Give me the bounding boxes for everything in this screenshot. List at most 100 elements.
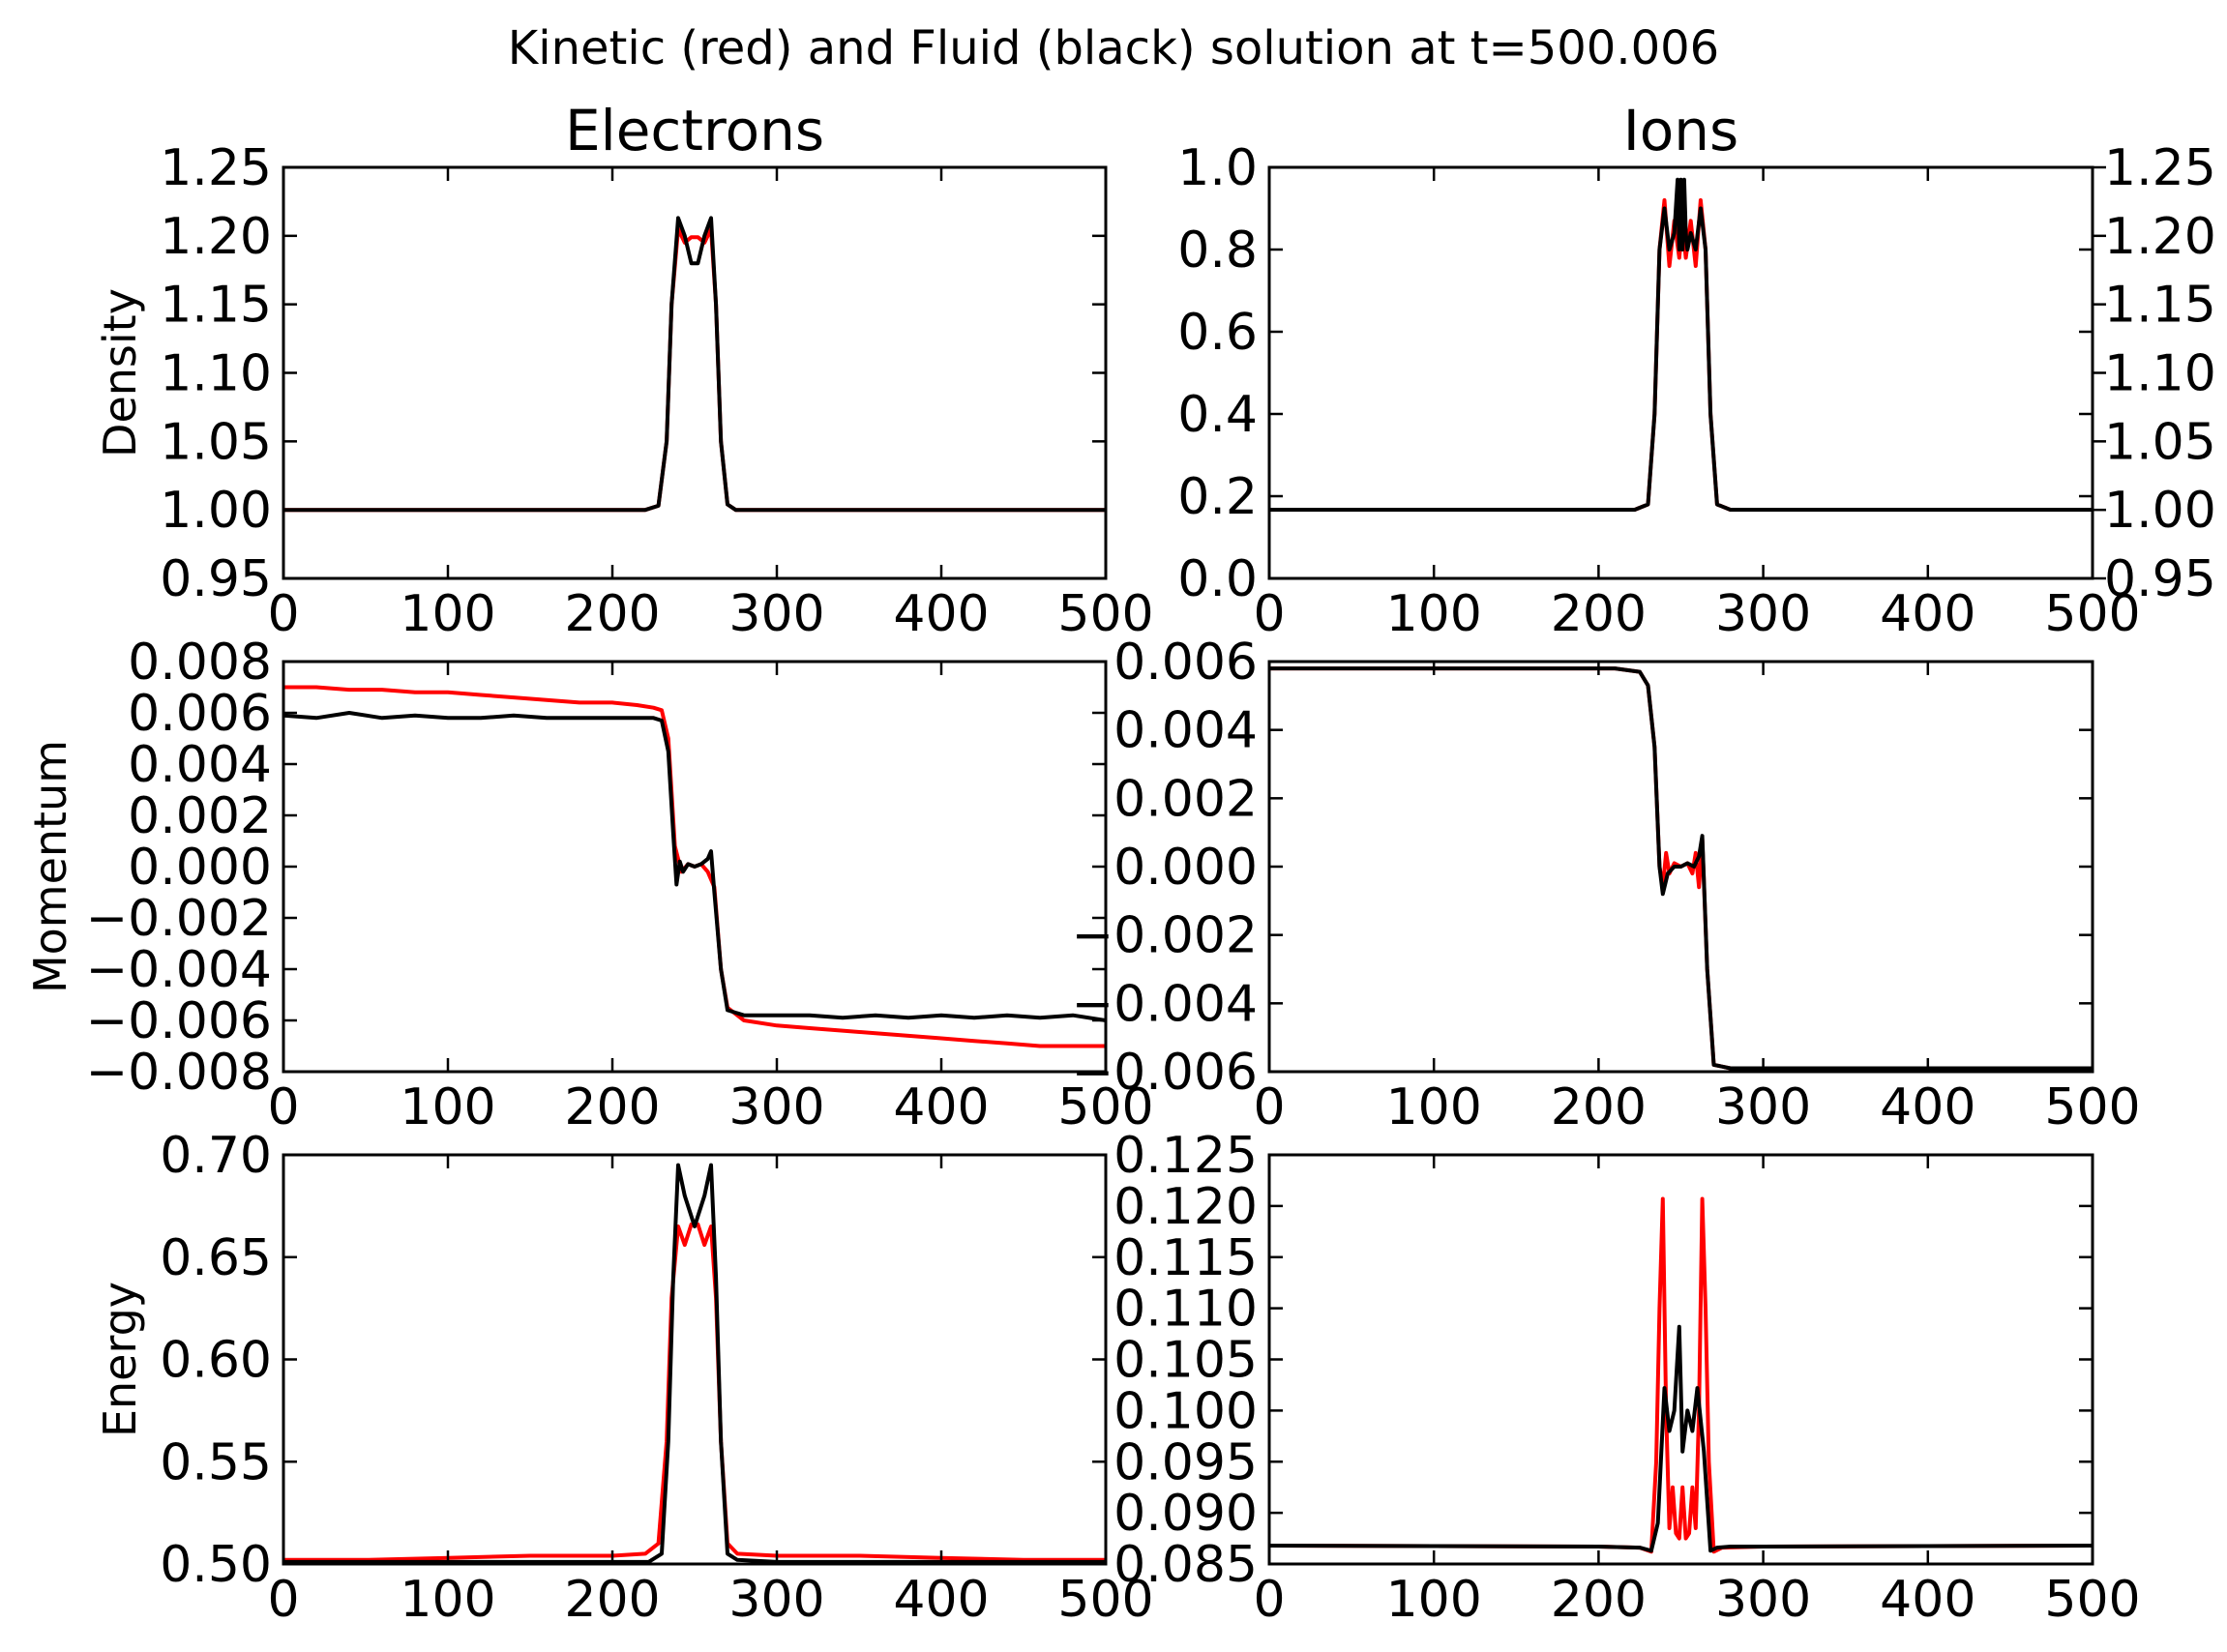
y2-tick-label: 1.05 <box>2104 413 2216 471</box>
x-tick-label: 200 <box>564 585 660 643</box>
figure-title: Kinetic (red) and Fluid (black) solution… <box>507 21 1720 75</box>
x-tick-label: 400 <box>893 585 989 643</box>
x-tick-label: 300 <box>1715 1571 1811 1629</box>
x-tick-label: 100 <box>1386 585 1482 643</box>
y-tick-label: 1.00 <box>160 482 272 540</box>
y-tick-label: −0.004 <box>1072 975 1258 1033</box>
y-tick-label: 0.100 <box>1114 1382 1258 1440</box>
y2-tick-label: 1.20 <box>2104 208 2216 266</box>
panel-ions-energy: 0 100 200 300 400 500 0.0850.0900.0950.1000.10… <box>1114 1127 2141 1629</box>
y-tick-label: 0.095 <box>1114 1433 1258 1491</box>
y-tick-label: 0.6 <box>1177 304 1258 362</box>
y2-tick-label: 0.95 <box>2104 550 2216 608</box>
x-tick-label: 0 <box>1253 1571 1285 1629</box>
series-line-fluid <box>283 216 1106 513</box>
y-tick-label: 0.006 <box>1114 634 1258 692</box>
y-tick-label: 0.115 <box>1114 1229 1258 1287</box>
y-tick-label: 1.25 <box>160 139 272 197</box>
y-tick-label: 0.8 <box>1177 221 1258 280</box>
y-tick-label: 0.000 <box>1114 839 1258 897</box>
y-tick-label: 0.085 <box>1114 1536 1258 1594</box>
panel-ions-density: 0 100 200 300 400 500 0.0 0.2 0.4 0.6 0.8 1.0 0.95 1.… <box>1177 98 2215 643</box>
y-tick-label: 0.002 <box>1114 770 1258 828</box>
x-tick-label: 300 <box>728 1078 824 1136</box>
y-tick-label: 0.090 <box>1114 1485 1258 1543</box>
panel-title: Electrons <box>565 98 824 163</box>
x-tick-label: 100 <box>400 1078 495 1136</box>
y-tick-label: 0.120 <box>1114 1178 1258 1236</box>
y-tick-label: 0.125 <box>1114 1127 1258 1185</box>
y-tick-label: 1.15 <box>160 277 272 335</box>
y2-tick-label: 1.25 <box>2104 139 2216 197</box>
y-tick-label: 0.65 <box>160 1229 272 1287</box>
x-tick-label: 400 <box>1880 585 1975 643</box>
x-tick-label: 200 <box>564 1078 660 1136</box>
x-tick-label: 500 <box>1057 585 1153 643</box>
x-tick-label: 200 <box>564 1571 660 1629</box>
y2-tick-label: 1.15 <box>2104 277 2216 335</box>
y-tick-label: 0.006 <box>128 685 272 743</box>
series-line-kinetic <box>283 1222 1106 1562</box>
series-line-kinetic <box>1269 1196 2093 1554</box>
x-tick-label: 400 <box>893 1078 989 1136</box>
y2-tick-label: 1.10 <box>2104 345 2216 403</box>
y-tick-label: 0.4 <box>1177 386 1258 444</box>
y-tick-label: 0.000 <box>128 839 272 897</box>
panel-ions-momentum: 0 100 200 300 400 500 −0.006 −0.004 −0.002 0.000 0… <box>1072 634 2141 1136</box>
y-tick-label: 1.20 <box>160 208 272 266</box>
y-tick-label: 0.0 <box>1177 550 1258 608</box>
x-tick-label: 400 <box>1880 1571 1975 1629</box>
x-tick-label: 500 <box>1057 1571 1153 1629</box>
y-tick-label: 0.105 <box>1114 1332 1258 1390</box>
x-tick-label: 500 <box>2044 585 2140 643</box>
series-line-kinetic <box>283 226 1106 513</box>
panel-electrons-energy: 0 100 200 300 400 500 0.50 0.55 0.60 0.65 0.70 Ener… <box>94 1127 1154 1629</box>
x-tick-label: 500 <box>2044 1078 2140 1136</box>
y-tick-label: 0.2 <box>1177 468 1258 526</box>
y-tick-label: 0.50 <box>160 1536 272 1594</box>
y-tick-label: 0.60 <box>160 1332 272 1390</box>
y-tick-label: 0.008 <box>128 634 272 692</box>
x-tick-label: 100 <box>1386 1571 1482 1629</box>
y-tick-label: 0.70 <box>160 1127 272 1185</box>
y-axis-label: Momentum <box>24 740 76 993</box>
y-tick-label: −0.006 <box>86 992 272 1050</box>
x-tick-label: 300 <box>1715 585 1811 643</box>
x-tick-label: 300 <box>728 1571 824 1629</box>
x-tick-label: 100 <box>1386 1078 1482 1136</box>
series-line-fluid <box>1269 177 2093 512</box>
x-tick-label: 400 <box>1880 1078 1975 1136</box>
x-tick-label: 300 <box>1715 1078 1811 1136</box>
y-axis-label: Density <box>94 288 146 457</box>
x-tick-label: 100 <box>400 585 495 643</box>
axes-frame <box>282 1153 1108 1566</box>
y-axis-label: Energy <box>94 1282 146 1437</box>
x-tick-label: 200 <box>1551 1571 1647 1629</box>
y-tick-label: 0.002 <box>128 787 272 845</box>
y-tick-label: 0.004 <box>1114 702 1258 760</box>
x-tick-label: 400 <box>893 1571 989 1629</box>
y2-tick-label: 1.00 <box>2104 482 2216 540</box>
panel-title: Ions <box>1623 98 1739 163</box>
x-tick-label: 0 <box>1253 585 1285 643</box>
y-tick-label: −0.008 <box>86 1044 272 1102</box>
y-tick-label: 0.55 <box>160 1433 272 1491</box>
y-tick-label: 1.0 <box>1177 139 1258 197</box>
y-tick-label: 0.110 <box>1114 1281 1258 1339</box>
series-line-fluid <box>1269 666 2093 1071</box>
x-tick-label: 0 <box>267 1078 299 1136</box>
x-tick-label: 200 <box>1551 585 1647 643</box>
axes-frame <box>282 165 1108 580</box>
y-tick-label: 0.95 <box>160 550 272 608</box>
y-tick-label: 1.10 <box>160 345 272 403</box>
x-tick-label: 0 <box>267 1571 299 1629</box>
y-tick-label: −0.002 <box>1072 907 1258 965</box>
x-tick-label: 0 <box>267 585 299 643</box>
x-tick-label: 0 <box>1253 1078 1285 1136</box>
x-tick-label: 500 <box>1057 1078 1153 1136</box>
y-tick-label: 0.004 <box>128 736 272 794</box>
y-tick-label: −0.004 <box>86 941 272 999</box>
panel-electrons-density: 0 100 200 300 400 500 0.95 1.00 1.05 1.10 1.15 1.20… <box>94 98 1154 643</box>
x-tick-label: 200 <box>1551 1078 1647 1136</box>
series-line-fluid <box>1269 1324 2093 1553</box>
